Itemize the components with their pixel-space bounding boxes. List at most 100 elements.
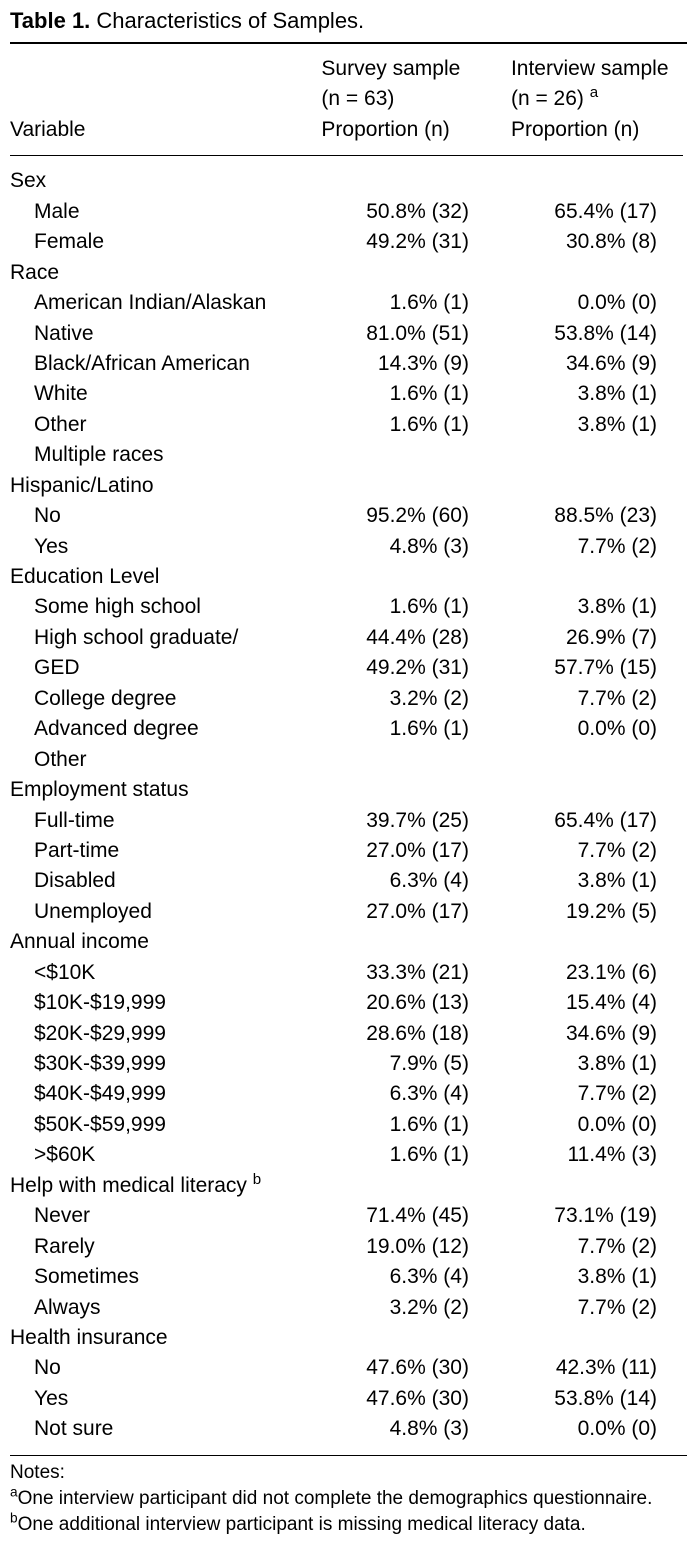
survey-value: 14.3% (9) [321,349,511,379]
survey-value: 27.0% (17) [321,897,511,927]
interview-value: 7.7% (2) [511,1079,687,1109]
row-label: Other [10,410,321,440]
row-label: Yes [10,532,321,562]
note-a-text: One interview participant did not comple… [18,1488,653,1509]
table-row: Disabled6.3% (4)3.8% (1) [10,866,687,896]
interview-value: 7.7% (2) [511,1293,687,1323]
interview-value: 23.1% (6) [511,958,687,988]
notes-heading: Notes: [10,1460,687,1486]
table-row: American Indian/Alaskan1.6% (1)0.0% (0) [10,288,687,318]
interview-value: 0.0% (0) [511,714,687,744]
interview-value: 88.5% (23) [511,501,687,531]
category-label: Employment status [10,775,321,805]
row-label: Male [10,197,321,227]
survey-value: 3.2% (2) [321,684,511,714]
header-survey-l3: Proportion (n) [321,115,507,145]
interview-value: 7.7% (2) [511,532,687,562]
header-interview-l1: Interview sample [511,54,683,84]
row-label: Never [10,1201,321,1231]
note-b-sup: b [10,1511,18,1526]
survey-value: 4.8% (3) [321,1414,511,1444]
table-row: Unemployed27.0% (17)19.2% (5) [10,897,687,927]
interview-value: 7.7% (2) [511,1232,687,1262]
table-row: Rarely19.0% (12)7.7% (2) [10,1232,687,1262]
survey-value: 1.6% (1) [321,1140,511,1170]
survey-value [321,745,511,775]
bottom-rule [10,1455,687,1456]
row-label: Not sure [10,1414,321,1444]
category-row: Help with medical literacy b [10,1171,687,1201]
table-row: $30K-$39,9997.9% (5)3.8% (1) [10,1049,687,1079]
header-variable: Variable [10,44,321,155]
row-label: White [10,379,321,409]
interview-value: 26.9% (7) [511,623,687,653]
table-row: Full-time39.7% (25)65.4% (17) [10,806,687,836]
survey-value: 44.4% (28) [321,623,511,653]
table-row: College degree3.2% (2)7.7% (2) [10,684,687,714]
row-label: Some high school [10,592,321,622]
category-sup: b [253,1171,261,1188]
survey-value: 7.9% (5) [321,1049,511,1079]
category-row: Annual income [10,927,687,957]
row-label: $50K-$59,999 [10,1110,321,1140]
row-label: Black/African American [10,349,321,379]
table-row: $50K-$59,9991.6% (1)0.0% (0) [10,1110,687,1140]
note-a-sup: a [10,1485,18,1500]
interview-value: 11.4% (3) [511,1140,687,1170]
interview-value: 3.8% (1) [511,1049,687,1079]
survey-value: 28.6% (18) [321,1019,511,1049]
row-label: $20K-$29,999 [10,1019,321,1049]
header-interview-sup: a [590,84,598,101]
table-row: No47.6% (30)42.3% (11) [10,1353,687,1383]
table-body: SexMale50.8% (32)65.4% (17)Female49.2% (… [10,155,687,1454]
survey-value: 39.7% (25) [321,806,511,836]
survey-value: 1.6% (1) [321,288,511,318]
survey-value: 1.6% (1) [321,714,511,744]
category-label: Education Level [10,562,321,592]
table-row: Always3.2% (2)7.7% (2) [10,1293,687,1323]
row-label: GED [10,653,321,683]
interview-value: 7.7% (2) [511,684,687,714]
category-row: Hispanic/Latino [10,471,687,501]
survey-value [321,440,511,470]
interview-value: 3.8% (1) [511,1262,687,1292]
header-survey-l1: Survey sample [321,54,507,84]
note-a: aOne interview participant did not compl… [10,1486,687,1512]
category-label: Annual income [10,927,321,957]
table-row: Male50.8% (32)65.4% (17) [10,197,687,227]
row-label: <$10K [10,958,321,988]
survey-value: 49.2% (31) [321,227,511,257]
row-label: >$60K [10,1140,321,1170]
row-label: Multiple races [10,440,321,470]
header-interview-l2: (n = 26) a [511,84,683,114]
table-row: Advanced degree1.6% (1)0.0% (0) [10,714,687,744]
row-label: $30K-$39,999 [10,1049,321,1079]
survey-value: 33.3% (21) [321,958,511,988]
table-row: Never71.4% (45)73.1% (19) [10,1201,687,1231]
table-row: >$60K1.6% (1)11.4% (3) [10,1140,687,1170]
row-label: Other [10,745,321,775]
survey-value: 20.6% (13) [321,988,511,1018]
interview-value: 3.8% (1) [511,379,687,409]
header-interview: Interview sample (n = 26) a Proportion (… [511,44,687,155]
row-label: Disabled [10,866,321,896]
category-label: Hispanic/Latino [10,471,321,501]
table-row: Multiple races [10,440,687,470]
survey-value: 95.2% (60) [321,501,511,531]
header-variable-label: Variable [10,115,317,145]
spacer [10,156,687,166]
survey-value: 27.0% (17) [321,836,511,866]
survey-value: 4.8% (3) [321,532,511,562]
survey-value: 49.2% (31) [321,653,511,683]
survey-value: 6.3% (4) [321,866,511,896]
table-row: High school graduate/44.4% (28)26.9% (7) [10,623,687,653]
row-label: Yes [10,1384,321,1414]
survey-value: 6.3% (4) [321,1079,511,1109]
row-label: Always [10,1293,321,1323]
table-head: Variable Survey sample (n = 63) Proporti… [10,44,687,155]
table-row: Other [10,745,687,775]
row-label: Unemployed [10,897,321,927]
header-interview-l3: Proportion (n) [511,115,683,145]
header-survey-l2: (n = 63) [321,84,507,114]
interview-value [511,745,687,775]
